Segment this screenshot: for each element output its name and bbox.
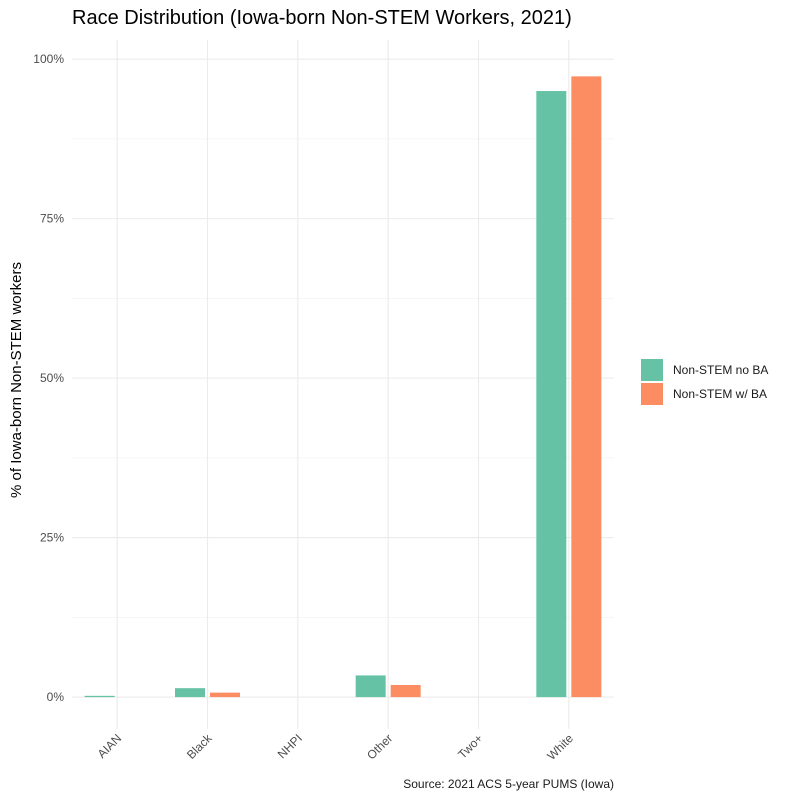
chart-title: Race Distribution (Iowa-born Non-STEM Wo… bbox=[72, 7, 572, 29]
bar bbox=[390, 684, 421, 698]
y-axis-label: % of Iowa-born Non-STEM workers bbox=[8, 262, 25, 498]
x-axis-ticks: AIAN Black NHPI Other Two+ White bbox=[95, 731, 577, 763]
x-tick-label: Black bbox=[184, 731, 215, 762]
x-tick-label: Other bbox=[364, 731, 395, 762]
bar bbox=[571, 76, 602, 698]
bar bbox=[175, 688, 205, 698]
bars bbox=[84, 76, 602, 698]
y-axis-ticks: 0% 25% 50% 75% 100% bbox=[33, 52, 64, 704]
legend-swatch-non-stem-w-ba bbox=[641, 383, 663, 405]
legend: Non-STEM no BA Non-STEM w/ BA bbox=[641, 359, 768, 405]
legend-swatch-non-stem-no-ba bbox=[641, 359, 663, 381]
bar bbox=[355, 675, 386, 698]
y-tick-label: 75% bbox=[40, 212, 64, 226]
source-caption: Source: 2021 ACS 5-year PUMS (Iowa) bbox=[403, 777, 614, 791]
y-tick-label: 100% bbox=[33, 52, 64, 66]
x-tick-label: White bbox=[544, 731, 576, 763]
x-tick-label: Two+ bbox=[455, 731, 485, 761]
legend-label-non-stem-no-ba: Non-STEM no BA bbox=[673, 363, 768, 377]
grid bbox=[72, 40, 614, 729]
y-tick-label: 0% bbox=[47, 690, 65, 704]
y-tick-label: 25% bbox=[40, 531, 64, 545]
bar bbox=[84, 695, 115, 698]
y-tick-label: 50% bbox=[40, 371, 64, 385]
x-tick-label: NHPI bbox=[275, 731, 305, 761]
legend-label-non-stem-w-ba: Non-STEM w/ BA bbox=[673, 387, 767, 401]
bar bbox=[210, 692, 240, 698]
bar bbox=[536, 91, 567, 698]
x-tick-label: AIAN bbox=[95, 731, 125, 761]
